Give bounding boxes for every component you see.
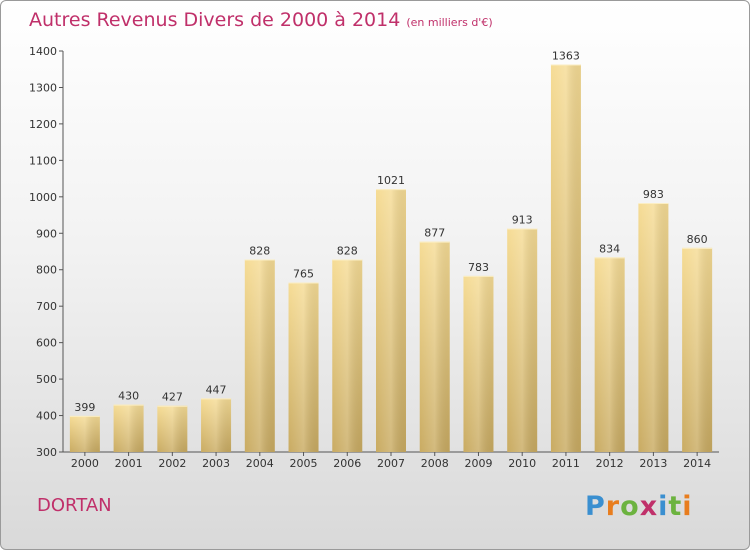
logo-letter: x xyxy=(639,491,659,522)
data-label: 447 xyxy=(206,383,227,396)
data-label: 860 xyxy=(687,233,708,246)
bar-shine xyxy=(69,415,100,452)
x-tick-label: 2000 xyxy=(71,457,99,470)
bar-shine xyxy=(682,247,713,452)
logo-letter: P xyxy=(585,491,606,522)
x-tick-label: 2014 xyxy=(683,457,711,470)
logo-letter: i xyxy=(658,491,669,522)
x-tick-label: 2009 xyxy=(464,457,492,470)
x-tick-label: 2001 xyxy=(115,457,143,470)
logo-letter: r xyxy=(605,491,621,522)
data-label: 1363 xyxy=(552,49,580,62)
data-label: 834 xyxy=(599,242,620,255)
y-tick-label: 400 xyxy=(36,410,57,423)
y-tick-label: 1100 xyxy=(29,154,57,167)
data-label: 828 xyxy=(249,245,270,258)
data-label: 877 xyxy=(424,227,445,240)
bar-shine xyxy=(376,189,406,452)
data-label: 828 xyxy=(337,245,358,258)
data-label: 765 xyxy=(293,267,314,280)
data-label: 913 xyxy=(512,214,533,227)
y-tick-label: 1400 xyxy=(29,45,57,58)
bars: 399 430 427 447 828 765 828 1021 877 783 913 1363 83… xyxy=(69,49,713,452)
x-tick-label: 2013 xyxy=(639,457,667,470)
bar-shine xyxy=(507,228,538,452)
title-main: Autres Revenus Divers de 2000 à 2014 xyxy=(29,9,401,31)
x-tick-label: 2007 xyxy=(377,457,405,470)
y-tick-label: 1300 xyxy=(29,81,57,94)
x-tick-label: 2008 xyxy=(421,457,449,470)
bar-shine xyxy=(288,282,319,452)
bar-shine xyxy=(332,259,363,452)
logo-letter: o xyxy=(620,491,640,522)
x-tick-label: 2006 xyxy=(333,457,361,470)
y-tick-label: 300 xyxy=(36,446,57,459)
data-label: 1021 xyxy=(377,174,405,187)
chart-title: Autres Revenus Divers de 2000 à 2014 (en … xyxy=(29,9,493,31)
x-tick-label: 2012 xyxy=(596,457,624,470)
y-tick-label: 700 xyxy=(36,300,57,313)
bar-shine xyxy=(419,241,450,452)
y-tick-label: 600 xyxy=(36,337,57,350)
logo-letter: i xyxy=(682,491,693,522)
data-label: 399 xyxy=(74,401,95,414)
title-unit: (en milliers d'€) xyxy=(406,16,493,29)
x-tick-label: 2002 xyxy=(158,457,186,470)
x-tick-label: 2010 xyxy=(508,457,536,470)
location-name: DORTAN xyxy=(37,495,112,516)
y-tick-label: 900 xyxy=(36,227,57,240)
y-tick-label: 500 xyxy=(36,373,57,386)
bar-shine xyxy=(157,405,188,452)
proxiti-logo[interactable]: Proxiti xyxy=(585,491,693,522)
bar-shine xyxy=(244,259,275,452)
bar-shine xyxy=(113,404,144,452)
bar-shine xyxy=(463,275,494,452)
data-label: 983 xyxy=(643,188,664,201)
data-label: 430 xyxy=(118,390,139,403)
x-tick-label: 2005 xyxy=(290,457,318,470)
x-tick-label: 2011 xyxy=(552,457,580,470)
bar-shine xyxy=(638,203,669,452)
bar-shine xyxy=(550,64,581,452)
y-tick-label: 800 xyxy=(36,264,57,277)
bar-shine xyxy=(594,257,625,452)
x-tick-label: 2003 xyxy=(202,457,230,470)
y-tick-label: 1200 xyxy=(29,118,57,131)
x-tick-label: 2004 xyxy=(246,457,274,470)
data-label: 427 xyxy=(162,391,183,404)
bar-shine xyxy=(201,398,232,452)
data-label: 783 xyxy=(468,261,489,274)
y-tick-label: 1000 xyxy=(29,191,57,204)
logo-letter: t xyxy=(668,491,683,522)
